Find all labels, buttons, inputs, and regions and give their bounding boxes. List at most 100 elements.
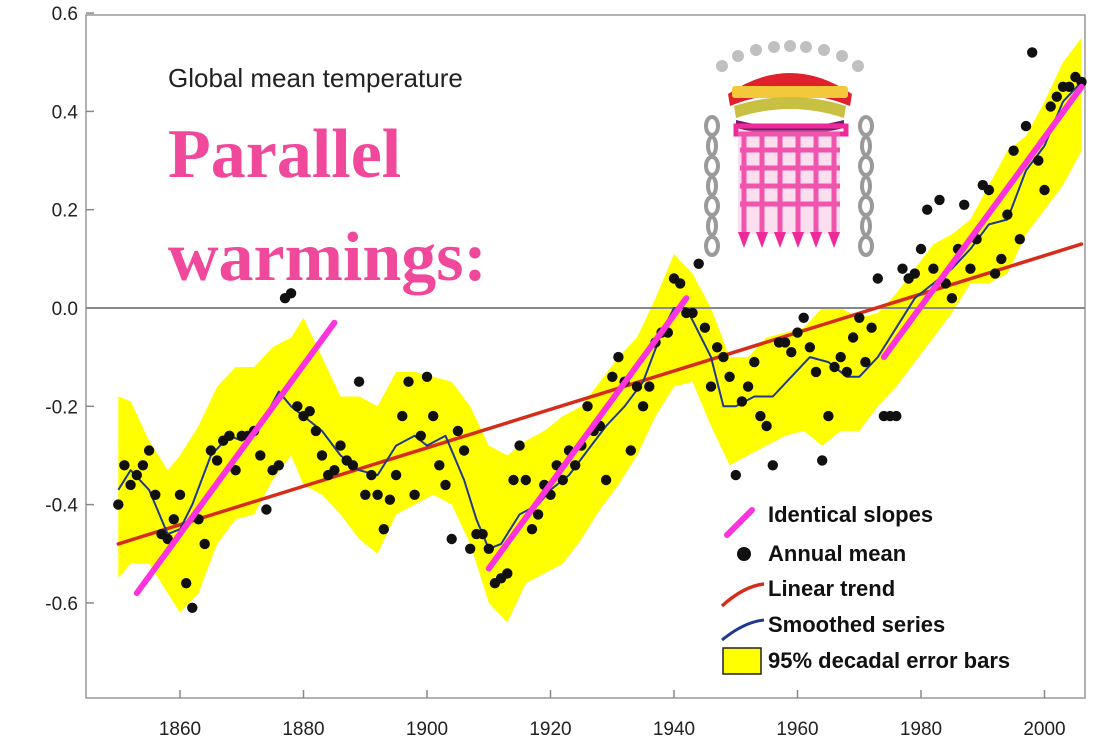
axis-ticks: 1860 1880 1900 1920 1940 1960 1980 2000 -0.6 -0.4… xyxy=(45,4,1065,740)
annual-mean-point xyxy=(187,602,198,613)
annual-mean-point xyxy=(366,469,377,481)
annual-mean-point xyxy=(965,263,976,274)
x-tick-label: 1880 xyxy=(282,719,324,740)
annual-mean-point xyxy=(514,440,525,451)
annual-mean-point xyxy=(835,351,846,363)
annual-mean-point xyxy=(304,406,315,417)
x-tick-label: 2000 xyxy=(1023,719,1065,740)
annual-mean-point xyxy=(996,253,1007,265)
annual-mean-point xyxy=(798,312,809,323)
annual-mean-point xyxy=(570,460,581,471)
annual-mean-point xyxy=(458,445,470,456)
annual-mean-point xyxy=(767,460,778,471)
annual-mean-point xyxy=(631,381,643,392)
annual-mean-point xyxy=(755,410,766,422)
annual-mean-point xyxy=(310,425,322,437)
annual-mean-point xyxy=(637,401,649,412)
overlay-line-1: Parallel xyxy=(168,116,401,193)
annual-mean-point xyxy=(347,460,359,471)
annual-mean-point xyxy=(421,371,433,382)
annual-mean-point xyxy=(353,376,365,387)
chart-title: Global mean temperature xyxy=(168,63,463,93)
annual-mean-point xyxy=(446,533,457,545)
annual-mean-point xyxy=(718,351,729,363)
annual-mean-point xyxy=(891,410,902,422)
annual-mean-point xyxy=(168,514,179,525)
annual-mean-point xyxy=(860,356,871,368)
annual-mean-point xyxy=(705,381,717,392)
x-tick-label: 1940 xyxy=(653,719,695,740)
annual-mean-point xyxy=(465,543,476,554)
annual-mean-point xyxy=(742,381,754,392)
annual-mean-point xyxy=(125,479,136,491)
annual-mean-point xyxy=(823,410,834,422)
annual-mean-point xyxy=(502,568,513,579)
annual-mean-point xyxy=(724,371,735,382)
annual-mean-point xyxy=(810,366,822,378)
legend-point-swatch xyxy=(737,547,751,561)
annual-mean-point xyxy=(866,322,877,333)
annual-mean-point xyxy=(792,327,803,338)
annual-mean-point xyxy=(687,307,698,319)
legend-smooth-swatch xyxy=(721,618,765,642)
annual-mean-point xyxy=(181,578,192,589)
annual-mean-point xyxy=(1008,145,1019,156)
identical-slope-line xyxy=(880,83,1085,361)
annual-mean-point xyxy=(434,460,445,471)
annual-mean-point xyxy=(199,538,210,550)
annual-mean-point xyxy=(532,509,544,520)
legend-label: Annual mean xyxy=(768,541,906,566)
annual-mean-point xyxy=(909,268,920,279)
annual-mean-point xyxy=(526,524,538,535)
annual-mean-point xyxy=(477,528,488,540)
annual-mean-point xyxy=(600,474,612,486)
annual-mean-point xyxy=(730,469,741,481)
annual-mean-point xyxy=(625,445,636,456)
annual-mean-point xyxy=(1033,155,1044,166)
x-tick-label: 1980 xyxy=(900,719,942,740)
annual-mean-point xyxy=(699,322,711,333)
annual-mean-point xyxy=(817,455,828,466)
annual-mean-point xyxy=(205,445,217,456)
legend-band-swatch xyxy=(722,647,762,675)
annual-mean-point xyxy=(415,430,426,441)
annual-mean-point xyxy=(452,425,464,437)
y-tick-label: -0.4 xyxy=(45,496,78,517)
annual-mean-point xyxy=(779,337,791,348)
legend-label: 95% decadal error bars xyxy=(768,648,1010,673)
annual-mean-point xyxy=(1039,184,1050,196)
annual-mean-point xyxy=(959,199,970,210)
annual-mean-point xyxy=(273,460,284,471)
annual-mean-point xyxy=(1045,101,1056,112)
annual-mean-point xyxy=(1020,120,1032,132)
y-tick-label: -0.6 xyxy=(45,594,78,615)
legend-slope-swatch xyxy=(724,507,755,538)
annual-mean-point xyxy=(292,401,303,412)
annual-mean-point xyxy=(261,504,272,515)
legend-label: Linear trend xyxy=(768,576,895,601)
x-tick-label: 1920 xyxy=(529,719,571,740)
annual-mean-point xyxy=(829,361,840,373)
annual-mean-point xyxy=(409,489,420,500)
identical-slope-line xyxy=(133,319,338,597)
annual-mean-point xyxy=(749,356,760,368)
annual-mean-point xyxy=(557,474,568,486)
annual-mean-point xyxy=(403,376,414,387)
annual-mean-point xyxy=(946,293,958,304)
annual-mean-point xyxy=(841,366,853,378)
annual-mean-point xyxy=(483,543,494,554)
error-band-layer xyxy=(118,37,1082,623)
annual-mean-point xyxy=(119,460,130,471)
annual-mean-point xyxy=(397,410,408,422)
annual-mean-point xyxy=(150,489,161,500)
annual-mean-point xyxy=(329,465,340,476)
annual-mean-point xyxy=(520,474,531,486)
annual-mean-point xyxy=(1014,234,1025,245)
annual-mean-point xyxy=(582,401,593,412)
annual-mean-point xyxy=(230,465,241,476)
annual-mean-point xyxy=(384,494,396,505)
portcullis-emblem xyxy=(704,40,874,257)
annual-mean-point xyxy=(644,381,655,392)
